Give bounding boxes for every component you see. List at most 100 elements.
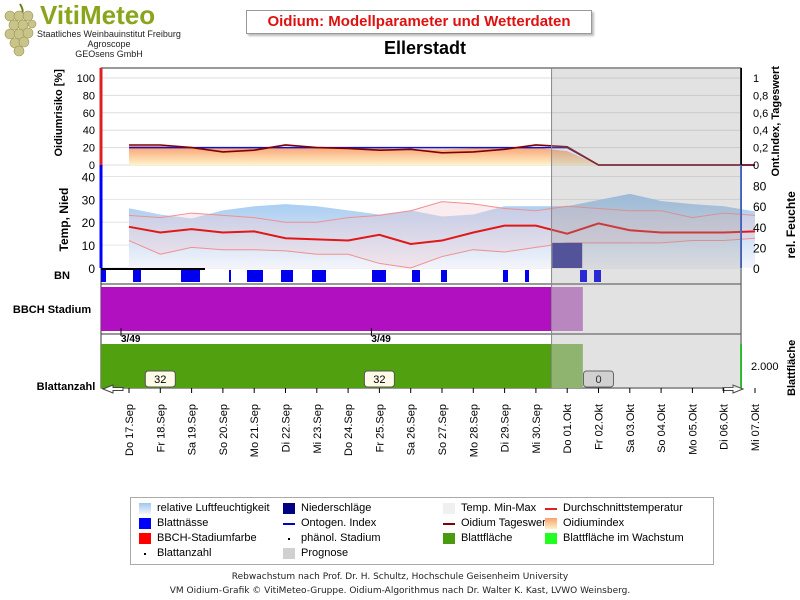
precip-bar (552, 242, 583, 268)
scroll-right-arrow-icon (722, 384, 745, 394)
p2-right-tick: 40 (753, 221, 767, 235)
blattnaesse-block (133, 270, 141, 282)
temp-max-line (128, 201, 756, 223)
blattnaesse-block (372, 270, 386, 282)
legend-swatch (139, 533, 151, 544)
temp-min-line (128, 237, 756, 269)
blattnaesse-block (281, 270, 293, 282)
x-tick-label: Do 24.Sep (343, 404, 355, 456)
blattflaeche-forecast-area (551, 344, 583, 388)
legend-label: phänol. Stadium (301, 532, 381, 544)
x-tick-label: So 20.Sep (218, 404, 230, 455)
legend: relative Luftfeuchtigkeit Niederschläge Te… (130, 497, 714, 565)
blattanzahl-marker: 32 (363, 370, 395, 388)
scroll-left-arrow-icon (101, 384, 124, 394)
legend-swatch (288, 538, 290, 540)
legend-label: Oidiumindex (563, 517, 625, 529)
humidity-area (129, 193, 755, 268)
x-tick-label: Fr 18.Sep (155, 404, 167, 452)
legend-swatch (283, 523, 295, 525)
legend-label: Blattfläche (461, 532, 513, 544)
brand-sub-1: Staatliches Weinbauinstitut Freiburg (37, 29, 181, 39)
bbch-forecast-bar (551, 287, 583, 331)
blattnaesse-block (525, 270, 529, 282)
blattanzahl-value: 32 (154, 374, 166, 386)
blattnaesse-block (181, 270, 200, 282)
grape-icon (4, 3, 37, 57)
p2-right-tick: 80 (753, 180, 767, 194)
legend-label: Durchschnittstemperatur (563, 502, 683, 514)
x-tick-label: Di 22.Sep (281, 404, 293, 452)
blattnaesse-block (229, 270, 231, 282)
p2-right-tick: 20 (753, 241, 767, 255)
blattnaesse-block (247, 270, 263, 282)
bn-label: BN (54, 270, 70, 282)
blattanzahl-box (144, 370, 176, 388)
p1-left-tick: 100 (77, 73, 95, 85)
blattnaesse-block (594, 270, 601, 282)
x-tick-label: Sa 03.Okt (625, 404, 637, 453)
footer-credit-1: Rebwachstum nach Prof. Dr. H. Schultz, H… (231, 572, 569, 582)
legend-swatch (139, 518, 151, 529)
legend-swatch (545, 533, 557, 544)
x-tick-label: Mo 21.Sep (249, 404, 261, 457)
blattnaesse-block (412, 270, 420, 282)
blattnaesse-block (101, 270, 106, 282)
bbch-label: BBCH Stadium (13, 304, 91, 316)
p2-left-tick: 10 (82, 239, 96, 253)
p1-right-tick: 0,6 (753, 108, 768, 120)
x-tick-label: Mi 30.Sep (531, 404, 543, 454)
blattnaesse-block (580, 270, 587, 282)
x-tick-label: Sa 19.Sep (187, 404, 199, 455)
p1-right-tick: 0 (753, 160, 759, 172)
bbch-mark-label: 3/49 (371, 334, 391, 345)
p1-left-tick: 80 (83, 90, 95, 102)
blattnaesse-block (312, 270, 326, 282)
x-tick-label: Fr 02.Okt (594, 404, 606, 450)
p2-left-tick: 30 (82, 193, 96, 207)
p1-right-tick: 0,2 (753, 143, 768, 155)
blattanzahl-box (583, 370, 614, 388)
p2-right-axis-label: rel. Feuchte (784, 191, 798, 259)
legend-swatch (545, 518, 557, 529)
legend-label: Blattanzahl (157, 547, 212, 559)
p1-right-axis-label: Ont.Index, Tageswert (770, 66, 782, 177)
legend-label: Ontogen. Index (301, 517, 377, 529)
p2-right-tick: 60 (753, 200, 767, 214)
brand-name: VitiMeteo (40, 0, 156, 30)
blattanzahl-value: 32 (373, 374, 385, 386)
legend-swatch (139, 503, 151, 514)
legend-swatch (443, 533, 455, 544)
legend-label: Blattfläche im Wachstum (563, 532, 684, 544)
x-tick-label: Mi 07.Okt (750, 404, 762, 451)
p1-left-tick: 20 (83, 143, 95, 155)
chart-title: Oidium: Modellparameter und Wetterdaten (246, 10, 592, 34)
temp-minmax-band (129, 201, 755, 268)
x-tick-label: Sa 26.Sep (406, 404, 418, 455)
x-tick-label: Do 01.Okt (562, 404, 574, 454)
tageswert-line (129, 144, 755, 166)
legend-swatch (545, 508, 557, 510)
legend-label: Niederschläge (301, 502, 372, 514)
x-tick-label: Di 29.Sep (500, 404, 512, 452)
bbch-stage-bar (101, 287, 552, 331)
x-tick-label: Fr 25.Sep (374, 404, 386, 452)
blattanzahl-box (363, 370, 395, 388)
x-tick-label: Mo 05.Okt (687, 404, 699, 455)
blattflaeche-area (101, 344, 552, 388)
p2-left-axis-label: Temp, Nied (57, 188, 71, 252)
x-tick-label: So 27.Sep (437, 404, 449, 455)
x-tick-label: Di 06.Okt (719, 404, 731, 450)
legend-label: Blattnässe (157, 517, 209, 529)
p1-left-axis-label: Oidiumrisiko [%] (53, 69, 65, 157)
blattnaesse-block (503, 270, 508, 282)
temp-avg-line (128, 222, 756, 245)
blattanzahl-marker: 32 (144, 370, 176, 388)
bbch-mark-label: 3/49 (121, 334, 141, 345)
blattnaesse-block (441, 270, 447, 282)
legend-swatch (283, 503, 295, 514)
x-tick-label: Mo 28.Sep (468, 404, 480, 457)
blattanzahl-value: 0 (595, 374, 601, 386)
p2-left-tick: 0 (88, 262, 95, 276)
legend-label: Prognose (301, 547, 349, 559)
